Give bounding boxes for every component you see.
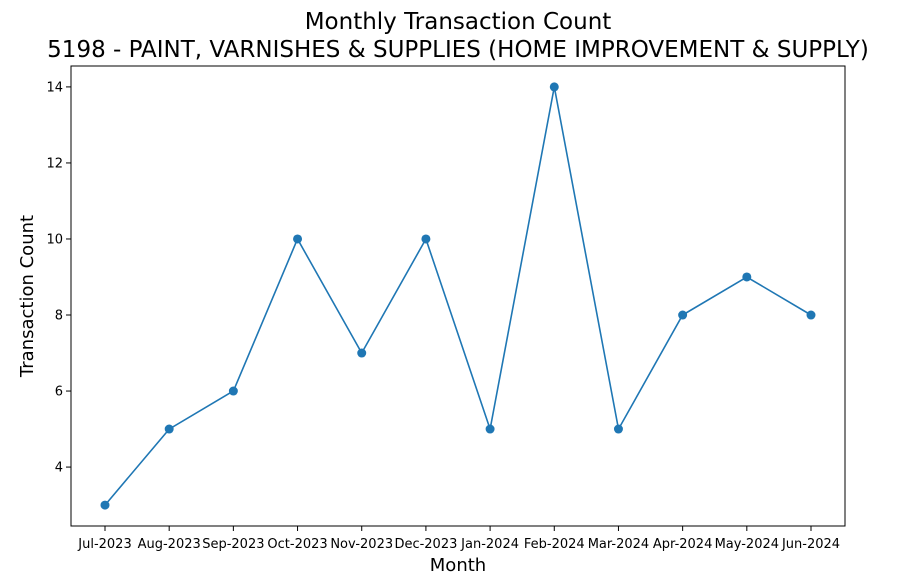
x-tick-label: Aug-2023 — [138, 537, 201, 552]
data-point — [742, 272, 752, 282]
y-tick-label: 4 — [55, 461, 63, 476]
y-tick-label: 14 — [46, 80, 63, 95]
data-point — [806, 310, 816, 320]
data-point — [164, 424, 174, 434]
series-line — [104, 86, 812, 506]
data-point — [549, 82, 559, 92]
y-tick-label: 6 — [55, 385, 63, 400]
data-point — [485, 424, 495, 434]
data-point — [228, 386, 238, 396]
x-tick-label: Jan-2024 — [460, 537, 519, 552]
x-tick-label: Jun-2024 — [781, 537, 840, 552]
x-tick-label: Jul-2023 — [77, 537, 131, 552]
x-tick-label: Sep-2023 — [202, 537, 264, 552]
x-tick-label: May-2024 — [715, 537, 779, 552]
plot-area: 4 6 8 10 12 14 Jul-2023 Aug-2023 Sep-2023 Oct-20… — [46, 65, 846, 552]
y-tick-label: 8 — [55, 309, 63, 324]
y-tick-label: 12 — [46, 156, 63, 171]
plot-frame — [70, 65, 846, 527]
x-tick-label: Oct-2023 — [267, 537, 327, 552]
chart-subtitle: 5198 - PAINT, VARNISHES & SUPPLIES (HOME… — [47, 37, 869, 63]
data-point — [100, 500, 110, 510]
x-axis: Jul-2023 Aug-2023 Sep-2023 Oct-2023 Nov-2023… — [77, 526, 840, 552]
x-tick-label: Apr-2024 — [653, 537, 712, 552]
chart-title: Monthly Transaction Count — [305, 9, 612, 35]
y-axis-label: Transaction Count — [17, 215, 38, 378]
data-point — [613, 424, 623, 434]
x-tick-label: Mar-2024 — [588, 537, 649, 552]
data-point — [421, 234, 431, 244]
x-tick-label: Feb-2024 — [524, 537, 585, 552]
data-point — [293, 234, 303, 244]
y-tick-label: 10 — [46, 232, 63, 247]
x-axis-label: Month — [430, 555, 486, 576]
y-axis: 4 6 8 10 12 14 — [46, 80, 71, 476]
data-point — [678, 310, 688, 320]
data-point — [357, 348, 367, 358]
x-tick-label: Dec-2023 — [394, 537, 457, 552]
series-markers — [100, 82, 816, 510]
x-tick-label: Nov-2023 — [330, 537, 393, 552]
